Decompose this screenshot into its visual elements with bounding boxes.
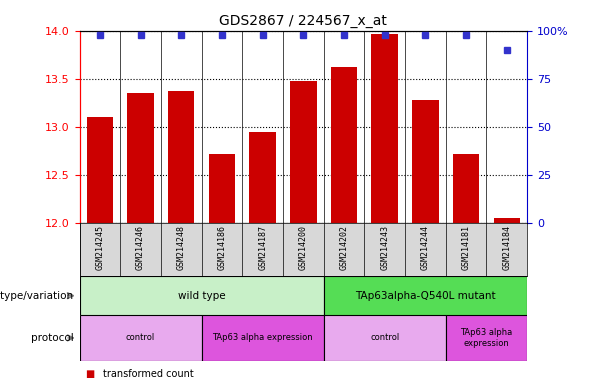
Bar bbox=[412, 100, 439, 223]
Text: TAp63 alpha expression: TAp63 alpha expression bbox=[212, 333, 313, 343]
Text: GSM214187: GSM214187 bbox=[258, 225, 267, 270]
Bar bbox=[249, 132, 276, 223]
Bar bbox=[80, 276, 324, 315]
Text: control: control bbox=[126, 333, 155, 343]
Text: TAp63alpha-Q540L mutant: TAp63alpha-Q540L mutant bbox=[355, 291, 496, 301]
Text: GSM214248: GSM214248 bbox=[177, 225, 186, 270]
Bar bbox=[372, 34, 398, 223]
Bar bbox=[80, 315, 201, 361]
Bar bbox=[453, 154, 479, 223]
Bar bbox=[331, 67, 358, 223]
Text: control: control bbox=[370, 333, 399, 343]
Bar bbox=[209, 154, 235, 223]
Bar bbox=[324, 276, 527, 315]
Text: wild type: wild type bbox=[178, 291, 226, 301]
Text: GSM214243: GSM214243 bbox=[380, 225, 389, 270]
Text: GSM214200: GSM214200 bbox=[299, 225, 308, 270]
Text: GSM214181: GSM214181 bbox=[462, 225, 471, 270]
Text: GSM214244: GSM214244 bbox=[421, 225, 430, 270]
Bar bbox=[168, 91, 194, 223]
Text: GSM214184: GSM214184 bbox=[502, 225, 511, 270]
Text: protocol: protocol bbox=[31, 333, 74, 343]
Bar bbox=[494, 218, 520, 223]
Text: ■: ■ bbox=[85, 369, 95, 379]
Bar bbox=[127, 93, 154, 223]
Text: GSM214202: GSM214202 bbox=[339, 225, 349, 270]
Bar bbox=[324, 315, 446, 361]
Text: transformed count: transformed count bbox=[103, 369, 194, 379]
Bar bbox=[446, 315, 527, 361]
Bar bbox=[290, 81, 316, 223]
Text: TAp63 alpha
expression: TAp63 alpha expression bbox=[461, 328, 512, 348]
Text: GSM214245: GSM214245 bbox=[95, 225, 104, 270]
Bar bbox=[87, 117, 113, 223]
Text: GSM214186: GSM214186 bbox=[217, 225, 226, 270]
Bar bbox=[201, 315, 324, 361]
Text: genotype/variation: genotype/variation bbox=[0, 291, 74, 301]
Title: GDS2867 / 224567_x_at: GDS2867 / 224567_x_at bbox=[219, 14, 388, 28]
Text: GSM214246: GSM214246 bbox=[136, 225, 145, 270]
